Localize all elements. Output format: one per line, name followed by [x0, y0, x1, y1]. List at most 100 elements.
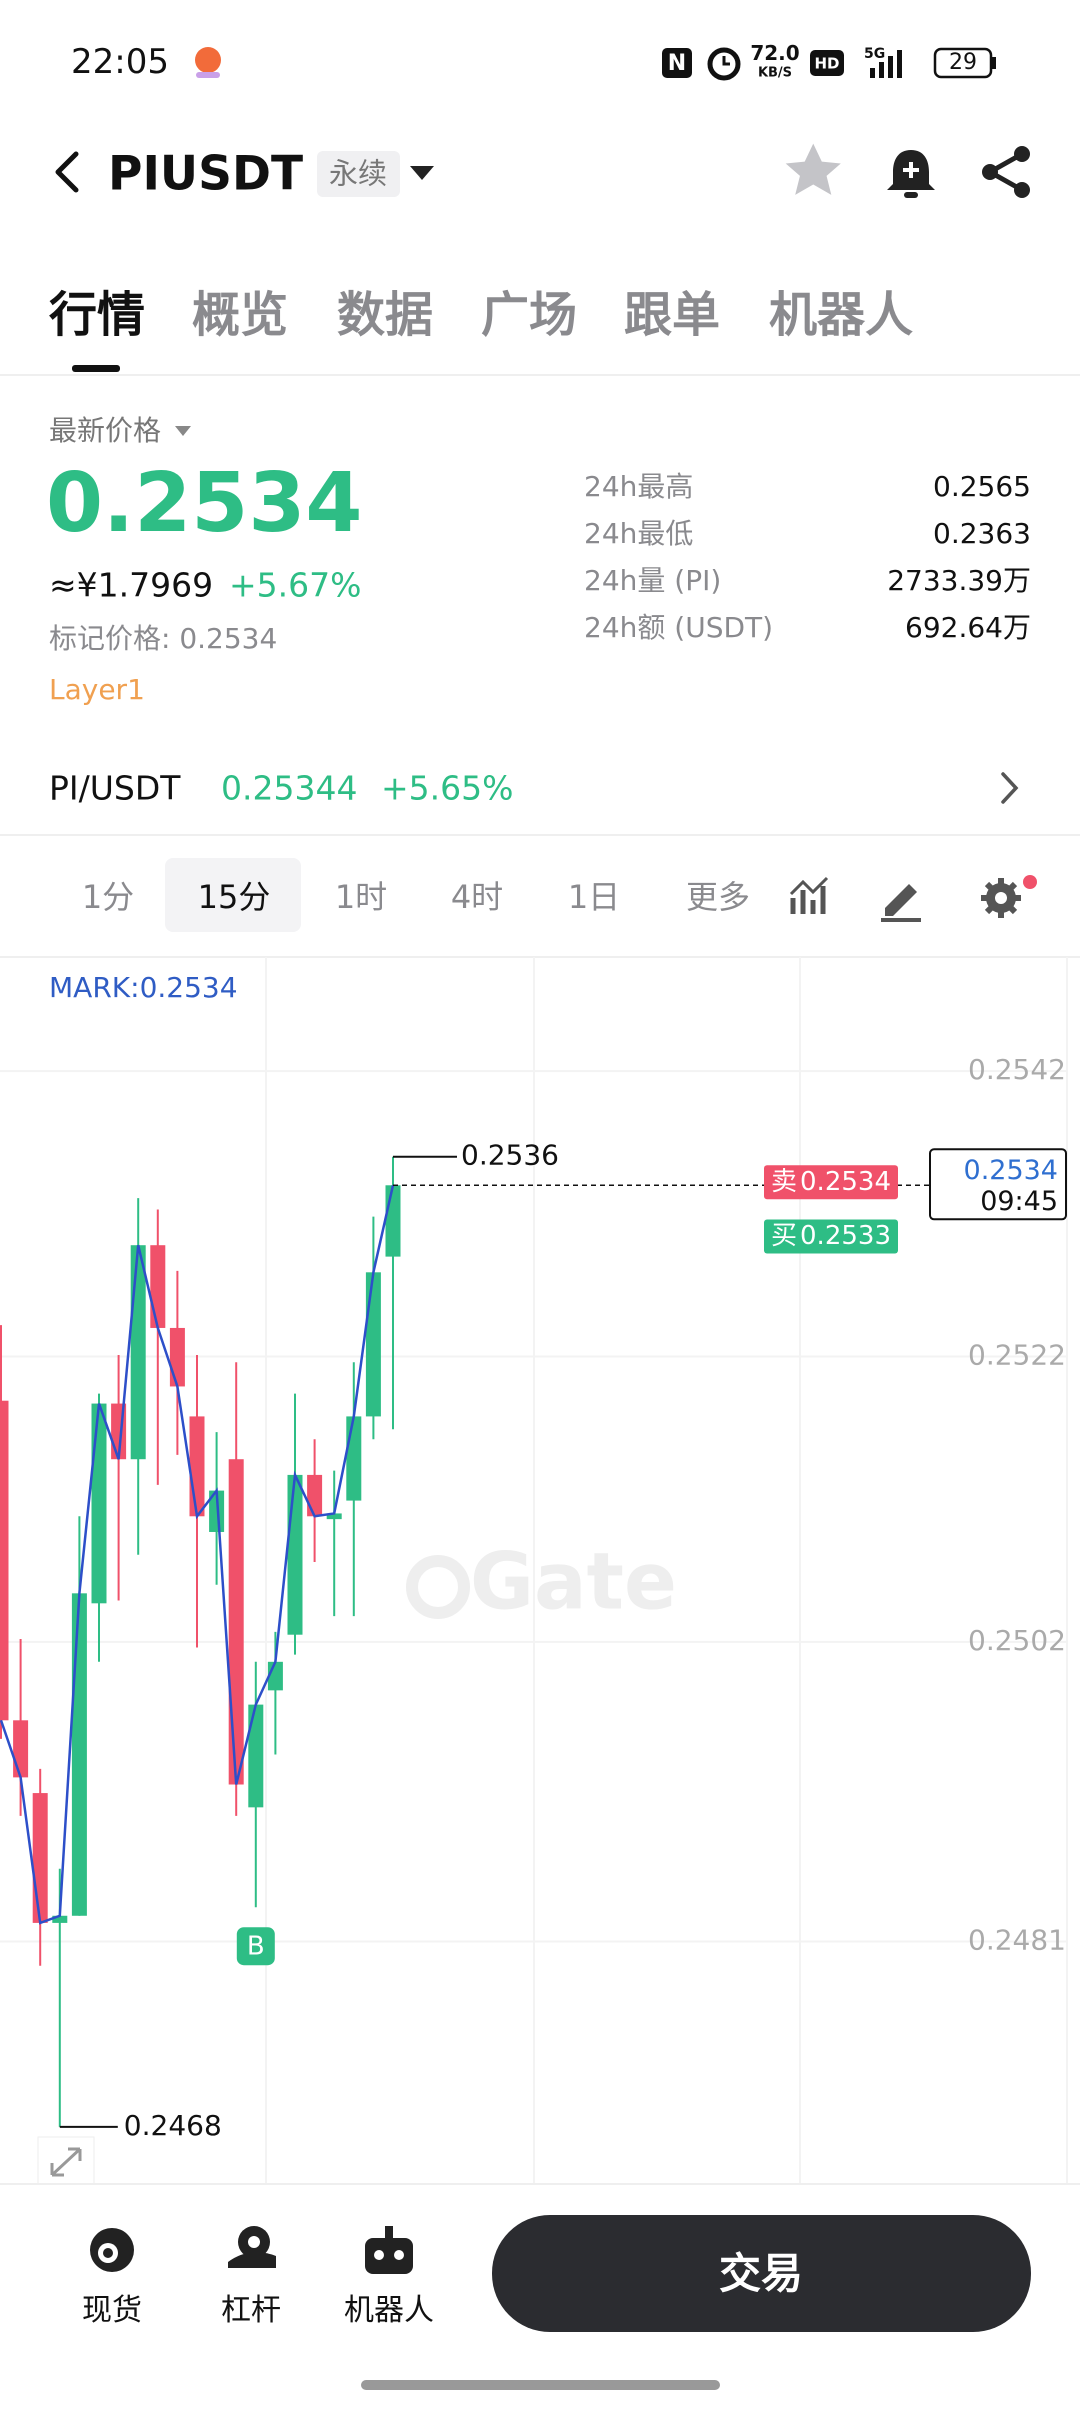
watermark: Gate	[470, 1537, 677, 1627]
interval[interactable]: 1分	[81, 878, 135, 916]
stat-value: 0.2363	[933, 517, 1031, 550]
spot-change: +5.65%	[381, 768, 514, 808]
candle-body	[130, 1245, 146, 1460]
low-marker-label: 0.2468	[124, 2109, 222, 2142]
stat-label: 24h量 (PI)	[584, 564, 722, 597]
tab[interactable]: 数据	[337, 287, 434, 343]
y-tick-label: 0.2522	[968, 1338, 1066, 1371]
candle-body	[32, 1793, 48, 1923]
candle-body	[189, 1416, 205, 1517]
last-price-value: 0.2534	[964, 1155, 1058, 1186]
candle-body	[365, 1272, 381, 1417]
divider	[0, 374, 1080, 376]
network-speed-unit: KB/S	[757, 65, 793, 81]
tab-indicator	[72, 365, 120, 372]
ask-tag-label: 卖	[771, 1167, 797, 1197]
candle-body	[91, 1403, 107, 1604]
interval[interactable]: 4时	[450, 878, 504, 916]
contract-dropdown[interactable]	[408, 162, 436, 184]
last-price: 0.2534	[46, 456, 363, 551]
candle-body	[228, 1459, 244, 1785]
candle-body	[0, 1400, 9, 1721]
spot-pair[interactable]: PI/USDT	[49, 768, 181, 808]
contract-tag[interactable]	[317, 151, 400, 197]
candle-body	[326, 1513, 342, 1520]
divider	[0, 956, 1080, 958]
nav-icons	[90, 2226, 413, 2274]
candle-body	[209, 1490, 225, 1532]
divider	[0, 834, 1080, 836]
price-label-dropdown	[175, 426, 191, 436]
candle-body	[71, 1593, 87, 1916]
svg-text:N: N	[668, 51, 686, 76]
spot-chevron[interactable]	[998, 770, 1022, 806]
chart-tools[interactable]	[785, 870, 1045, 926]
stat-label: 24h最低	[584, 517, 694, 550]
buy-marker: B	[247, 1932, 265, 1962]
trade-button-label: 交易	[718, 2249, 804, 2298]
tab[interactable]: 机器人	[769, 287, 914, 343]
interval[interactable]: 1时	[334, 878, 388, 916]
contract-type: 永续	[328, 156, 388, 191]
high-marker-label: 0.2536	[461, 1139, 559, 1172]
mark-label: MARK:0.2534	[49, 971, 238, 1004]
mark-price: 标记价格: 0.2534	[49, 622, 278, 655]
interval[interactable]: 15分	[197, 878, 271, 916]
cny-price: ≈¥1.7969	[49, 565, 214, 605]
network-type: 5G	[864, 46, 886, 62]
divider	[0, 2183, 1080, 2185]
price-label[interactable]: 最新价格	[49, 414, 162, 447]
y-tick-label: 0.2542	[968, 1053, 1066, 1086]
ask-tag-value: 0.2534	[800, 1167, 891, 1197]
trade-button[interactable]	[492, 2215, 1031, 2332]
candle-body	[248, 1704, 264, 1808]
symbol: PIUSDT	[108, 146, 304, 202]
notification-icon	[195, 47, 221, 78]
spot-price: 0.25344	[221, 768, 358, 808]
interval[interactable]: 1日	[567, 878, 621, 916]
price-change: +5.67%	[229, 565, 362, 605]
candle-body	[169, 1327, 185, 1387]
candle-body	[307, 1474, 323, 1517]
header-actions	[785, 143, 1030, 198]
battery-level: 29	[949, 50, 977, 75]
candle-body	[150, 1245, 166, 1328]
tab[interactable]: 概览	[192, 287, 289, 343]
svg-text:HD: HD	[814, 55, 839, 73]
y-tick-label: 0.2502	[968, 1624, 1066, 1657]
tab[interactable]: 行情	[49, 287, 146, 343]
nav-item[interactable]: 现货	[82, 2293, 142, 2328]
buy-marker-bg	[236, 1927, 275, 1966]
candle-body	[385, 1185, 401, 1257]
candle-body	[13, 1720, 29, 1778]
tab[interactable]: 广场	[481, 287, 578, 343]
expand-button[interactable]	[37, 2136, 95, 2184]
network-speed: 72.0	[750, 41, 800, 65]
status-time: 22:05	[71, 42, 169, 82]
y-tick-label: 0.2481	[968, 1923, 1066, 1956]
stat-value: 0.2565	[933, 470, 1031, 503]
interval-selected-bg	[165, 858, 301, 932]
sector-tag[interactable]: Layer1	[49, 673, 145, 706]
last-price-time: 09:45	[980, 1186, 1058, 1217]
stat-label: 24h最高	[584, 470, 694, 503]
candlestick-chart: Gate MARK:0.2534 0.2542 0.2522 0.2502 0.248…	[0, 957, 1068, 2184]
nav-item[interactable]: 机器人	[344, 2293, 434, 2328]
nav-item[interactable]: 杠杆	[221, 2293, 281, 2328]
candle-body	[52, 1915, 68, 1923]
interval[interactable]: 更多	[685, 878, 751, 916]
ask-tag	[764, 1165, 898, 1200]
stat-value: 2733.39万	[887, 564, 1031, 597]
close-line	[0, 1185, 395, 1925]
candle-body	[346, 1416, 362, 1501]
back-button[interactable]	[48, 150, 88, 194]
bid-tag-value: 0.2533	[800, 1221, 891, 1251]
bid-tag	[764, 1219, 898, 1254]
tab[interactable]: 跟单	[624, 287, 721, 343]
last-price-box	[929, 1148, 1067, 1221]
status-icons: N HD	[662, 47, 996, 81]
stat-label: 24h额 (USDT)	[584, 611, 774, 644]
stat-value: 692.64万	[905, 611, 1031, 644]
bid-tag-label: 买	[771, 1221, 797, 1251]
